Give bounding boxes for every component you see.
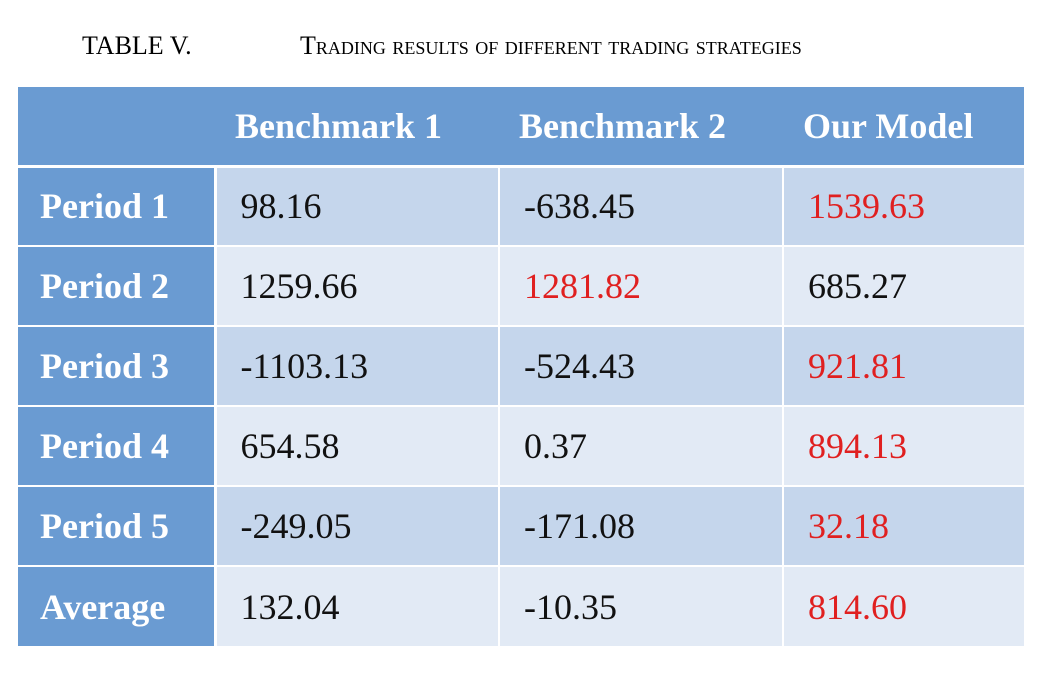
table-body: Period 1 98.16 -638.45 1539.63 Period 2 … [18, 166, 1024, 646]
table-cell: 921.81 [783, 326, 1024, 407]
row-label: Period 4 [18, 406, 217, 487]
table-number: TABLE V. [82, 31, 192, 60]
table-cell: -249.05 [215, 486, 500, 567]
header-row: Benchmark 1 Benchmark 2 Our Model [18, 87, 1024, 168]
table-cell: 98.16 [215, 166, 500, 247]
row-label: Period 5 [18, 486, 217, 567]
table-header: Benchmark 1 Benchmark 2 Our Model [18, 87, 1024, 168]
table-row: Period 1 98.16 -638.45 1539.63 [18, 166, 1024, 247]
table-cell: 1539.63 [783, 166, 1024, 247]
table-cell: 0.37 [499, 406, 784, 487]
table-cell: 1259.66 [215, 246, 500, 327]
header-benchmark-1: Benchmark 1 [215, 87, 499, 168]
row-label: Period 2 [18, 246, 217, 327]
table-cell: -1103.13 [215, 326, 500, 407]
row-label: Period 3 [18, 326, 217, 407]
table-cell: -171.08 [499, 486, 784, 567]
row-label: Period 1 [18, 166, 217, 247]
table-cell: 132.04 [215, 566, 500, 646]
results-table: Benchmark 1 Benchmark 2 Our Model Period… [18, 87, 1024, 646]
table-cell: 814.60 [783, 566, 1024, 646]
table-cell: -638.45 [499, 166, 784, 247]
table-cell: 654.58 [215, 406, 500, 487]
table-cell: 32.18 [783, 486, 1024, 567]
table-title: Trading results of different trading str… [300, 31, 802, 60]
table-caption: TABLE V. Trading results of different tr… [0, 26, 1042, 66]
table-cell: 894.13 [783, 406, 1024, 487]
table-row: Average 132.04 -10.35 814.60 [18, 566, 1024, 646]
header-our-model: Our Model [783, 87, 1024, 168]
table-cell: -524.43 [499, 326, 784, 407]
table-row: Period 5 -249.05 -171.08 32.18 [18, 486, 1024, 567]
table-cell: 1281.82 [499, 246, 784, 327]
header-corner-cell [18, 87, 215, 168]
table-cell: -10.35 [499, 566, 784, 646]
table-cell: 685.27 [783, 246, 1024, 327]
table-row: Period 3 -1103.13 -524.43 921.81 [18, 326, 1024, 407]
table-row: Period 4 654.58 0.37 894.13 [18, 406, 1024, 487]
header-benchmark-2: Benchmark 2 [499, 87, 783, 168]
row-label: Average [18, 566, 217, 646]
table-row: Period 2 1259.66 1281.82 685.27 [18, 246, 1024, 327]
